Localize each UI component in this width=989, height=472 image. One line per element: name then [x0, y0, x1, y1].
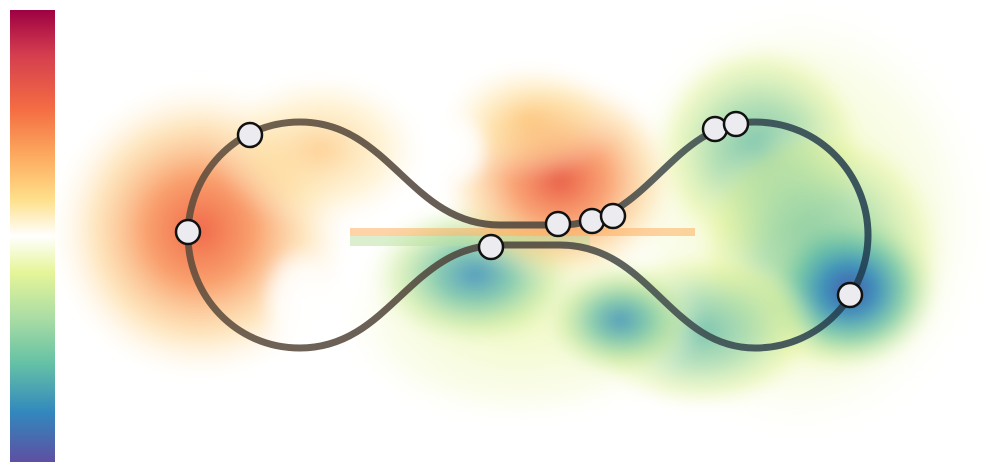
path-marker: [544, 210, 572, 238]
path-marker: [174, 218, 202, 246]
heat-blob-white-hole: [430, 112, 490, 188]
path-marker: [599, 202, 627, 230]
markers: [174, 110, 864, 309]
path-marker: [236, 121, 264, 149]
heat-band-cool: [350, 236, 590, 246]
heat-band-warm: [350, 228, 695, 236]
heat-blob-warm-top: [210, 70, 430, 230]
path-marker: [722, 110, 750, 138]
path-marker: [836, 281, 864, 309]
colorbar: [10, 10, 55, 462]
heat-blob-cool-lower: [540, 260, 700, 380]
path-marker: [477, 233, 505, 261]
heat-blob-white-left-low: [260, 245, 340, 355]
